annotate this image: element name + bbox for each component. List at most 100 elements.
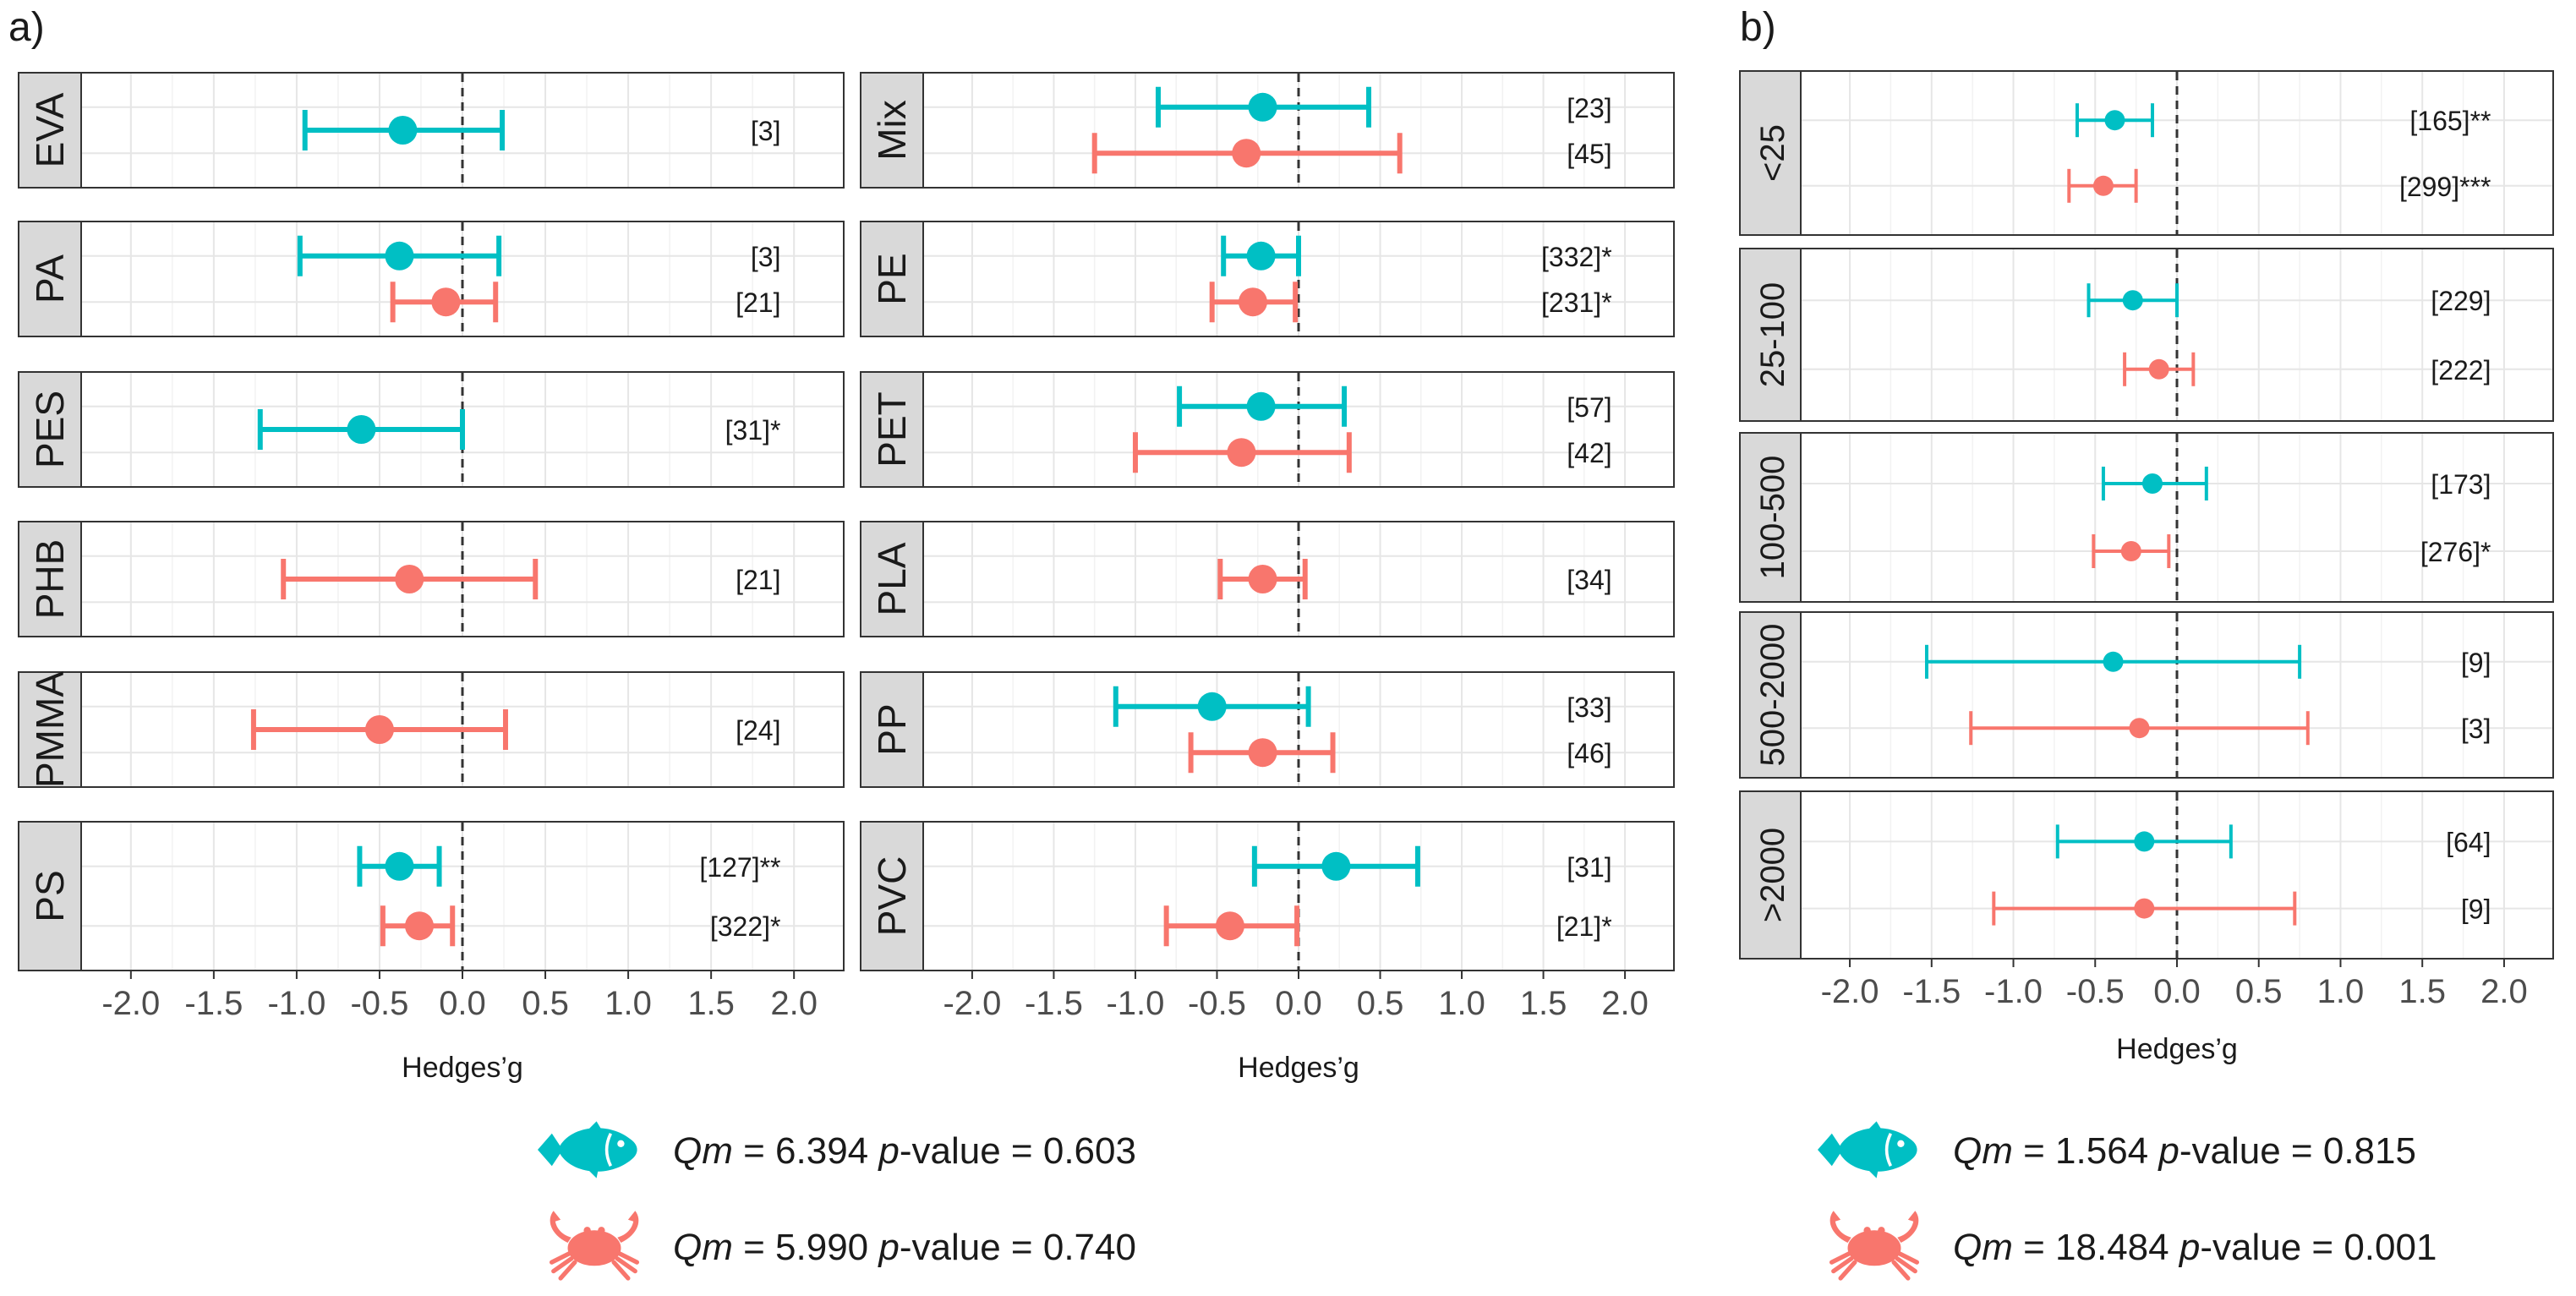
stat-line-fish: Qm = 1.564 p-value = 0.815	[1953, 1130, 2416, 1172]
sample-size-label: [276]*	[2420, 537, 2491, 567]
fish-body	[1818, 1128, 1917, 1172]
sample-size-label: [46]	[1567, 738, 1611, 768]
estimate-crab: [42]	[1132, 432, 1612, 473]
facet-strip-label: >2000	[1754, 828, 1791, 922]
x-tick-label: 0.5	[2235, 973, 2283, 1010]
sample-size-label: [222]	[2431, 355, 2491, 386]
facet-strip	[860, 371, 924, 488]
point-estimate	[2092, 175, 2114, 196]
x-axis-title: Hedges’g	[2116, 1033, 2238, 1065]
x-axis: -2.0 -1.5 -1.0 -0.5 0.0 0.5 1.0 1.5 2.0 Hedges’g	[1821, 959, 2528, 1065]
x-tick-label: 0.0	[1275, 985, 1322, 1022]
x-tick-label: -1.0	[1106, 985, 1164, 1022]
estimate-fish: [229]	[2087, 283, 2491, 318]
estimate-fish: [127]**	[357, 845, 780, 887]
facet-strip	[860, 821, 924, 971]
facet-strip	[1739, 790, 1802, 960]
facet-phb: PHB [21]	[18, 521, 845, 637]
sample-size-label: [127]**	[699, 852, 780, 883]
estimate-fish: [173]	[2101, 467, 2491, 500]
estimate-crab: [322]*	[380, 905, 780, 947]
estimate-crab: [276]*	[2092, 534, 2491, 568]
x-axis: -2.0 -1.5 -1.0 -0.5 0.0 0.5 1.0 1.5 2.0 Hedges’g	[943, 971, 1649, 1084]
p-value: -value = 0.603	[900, 1130, 1136, 1172]
x-tick-label: 1.0	[1438, 985, 1485, 1022]
facet-pmma: PMMA [24]	[18, 671, 845, 788]
crab-leg	[1838, 1260, 1857, 1281]
sample-size-label: [3]	[751, 116, 781, 146]
point-estimate	[1246, 391, 1276, 421]
x-tick-label: -2.0	[1821, 973, 1879, 1010]
x-axis-title: Hedges’g	[1238, 1052, 1359, 1084]
x-tick-label: -1.5	[1902, 973, 1961, 1010]
fish-gill	[604, 1132, 613, 1167]
x-tick-label: 0.5	[522, 985, 569, 1022]
sample-size-label: [3]	[751, 242, 781, 272]
sample-size-label: [229]	[2431, 286, 2491, 316]
point-estimate	[395, 565, 424, 593]
panel-a-polymer-type: a) EVA [3] PA [3] [21] PES [31]* PHB [21] PMMA [24]…	[8, 5, 1675, 1084]
sample-size-label: [165]**	[2409, 106, 2491, 136]
qm-value: = 18.484	[2013, 1227, 2179, 1268]
sample-size-label: [231]*	[1541, 287, 1612, 318]
crab-eye	[1878, 1227, 1885, 1234]
point-estimate	[2103, 651, 2124, 672]
x-tick-label: -0.5	[1188, 985, 1246, 1022]
p-value: -value = 0.740	[900, 1227, 1136, 1268]
facet-strip-label: 500-2000	[1754, 623, 1791, 766]
x-tick-label: 1.5	[1520, 985, 1567, 1022]
x-tick-label: 1.5	[687, 985, 735, 1022]
facet-strip-label: PLA	[870, 542, 914, 615]
x-axis-title: Hedges’g	[402, 1052, 523, 1084]
facet-strip-label: EVA	[28, 92, 72, 167]
facet-strip	[860, 521, 924, 637]
x-tick-label: -2.0	[943, 985, 1001, 1022]
x-tick-label: -0.5	[2066, 973, 2125, 1010]
estimate-crab: [222]	[2123, 352, 2491, 386]
crab-leg	[616, 1250, 640, 1265]
x-tick-label: -0.5	[350, 985, 408, 1022]
crab-leg	[558, 1260, 577, 1281]
crab-shell	[567, 1230, 621, 1266]
estimate-crab: [45]	[1091, 133, 1612, 174]
panel-label: b)	[1740, 5, 1776, 50]
sample-size-label: [42]	[1567, 438, 1611, 468]
estimate-crab: [9]	[1992, 891, 2491, 926]
estimate-fish: [33]	[1113, 686, 1612, 727]
point-estimate	[1248, 565, 1277, 593]
point-estimate	[405, 911, 435, 941]
facet-strip-label: PMMA	[28, 671, 72, 788]
point-estimate	[431, 287, 461, 317]
x-tick-label: -2.0	[101, 985, 160, 1022]
x-tick-label: 1.0	[604, 985, 652, 1022]
sample-size-label: [23]	[1567, 93, 1611, 123]
x-tick-label: 0.0	[2153, 973, 2201, 1010]
estimate-crab: [21]	[390, 282, 780, 323]
panel-label: a)	[8, 5, 45, 50]
fish-eye	[1897, 1140, 1905, 1147]
facet-strip-label: PA	[28, 254, 72, 303]
estimate-crab: [231]*	[1209, 282, 1612, 323]
facet-strip-label: Mix	[870, 100, 914, 161]
x-tick-label: 0.0	[439, 985, 486, 1022]
x-axis: -2.0 -1.5 -1.0 -0.5 0.0 0.5 1.0 1.5 2.0 Hedges’g	[101, 971, 818, 1084]
qm-symbol: Qm	[673, 1130, 733, 1172]
sample-size-label: [64]	[2446, 827, 2491, 857]
point-estimate	[2129, 718, 2150, 739]
facet-strip-label: PP	[870, 703, 914, 755]
crab-claw	[550, 1211, 572, 1243]
crab-leg	[1896, 1250, 1920, 1265]
facet-mix: Mix [23] [45]	[860, 72, 1675, 189]
facet-eva: EVA [3]	[18, 72, 845, 189]
facet-strip-label: PE	[870, 253, 914, 304]
fish-fin	[586, 1167, 599, 1178]
point-estimate	[385, 241, 414, 271]
facet-strip	[860, 72, 924, 189]
sample-size-label: [57]	[1567, 392, 1611, 423]
crab-leg	[615, 1256, 637, 1274]
point-estimate	[2134, 831, 2155, 852]
x-tick-label: 2.0	[2480, 973, 2528, 1010]
point-estimate	[1197, 692, 1227, 721]
